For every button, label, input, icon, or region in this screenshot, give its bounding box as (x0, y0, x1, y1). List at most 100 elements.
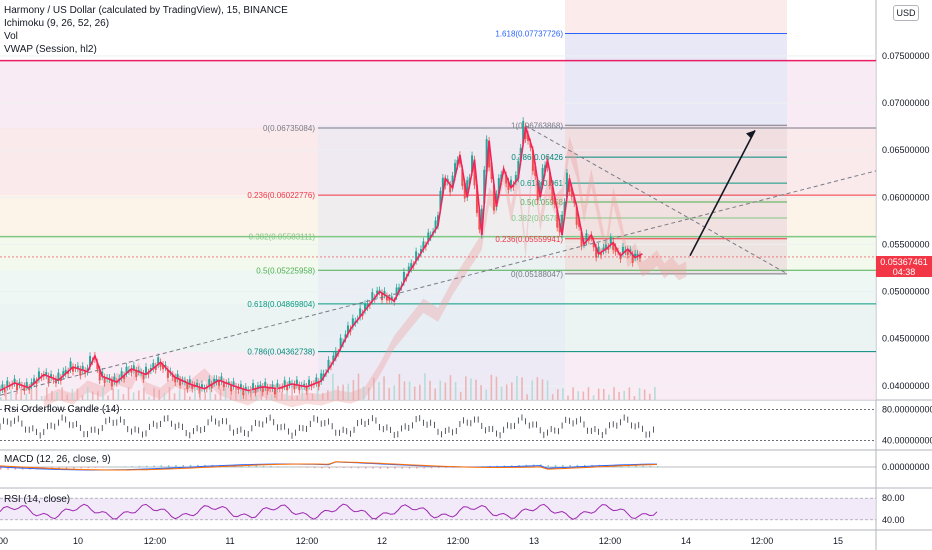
candle (539, 181, 542, 202)
candle (157, 353, 160, 369)
candle-body (371, 292, 374, 301)
volume-bar (413, 386, 416, 400)
candle (621, 243, 624, 258)
candle-body (507, 181, 510, 190)
time-tick-label: 12:00 (751, 536, 774, 546)
fib-left-label: 0.236(0.06022776) (247, 191, 315, 200)
candle-body (359, 308, 362, 317)
candle-body (597, 246, 600, 254)
currency-selector[interactable]: USD (893, 5, 919, 21)
candle (636, 250, 639, 261)
candle-body (585, 233, 588, 242)
macd-histogram-bar (167, 465, 170, 468)
candle (315, 373, 318, 387)
candle-body (37, 371, 40, 379)
candle (293, 380, 296, 394)
volume-bar (71, 388, 74, 400)
candle-body (103, 377, 106, 383)
macd-histogram-bar (248, 465, 250, 468)
volume-bar (613, 387, 615, 400)
candle-body (390, 296, 393, 300)
candle-body (3, 388, 6, 393)
candle-body (609, 237, 612, 245)
candle-body (604, 244, 607, 250)
candle (47, 372, 50, 387)
candle-body (492, 184, 495, 211)
price-tick-label: 0.07000000 (882, 98, 930, 108)
projection-arrow (689, 129, 756, 257)
candle-body (227, 381, 230, 384)
macd-legend[interactable]: MACD (12, 26, close, 9) (4, 454, 111, 465)
indicator-vol[interactable]: Vol (4, 31, 18, 42)
time-tick-label: 12:00 (447, 536, 470, 546)
macd-histogram-bar (131, 466, 133, 468)
candle (3, 384, 6, 397)
volume-bar (224, 388, 227, 400)
candle (171, 371, 174, 382)
macd-histogram-bar (423, 467, 425, 469)
volume-bar (127, 387, 130, 400)
volume-bar (45, 387, 48, 400)
macd-histogram-bar (160, 465, 163, 468)
volume-bar (122, 394, 125, 400)
candle (208, 375, 211, 390)
indicator-vwap[interactable]: VWAP (Session, hl2) (4, 44, 97, 55)
macd-tick-label: 0.00000000 (882, 462, 930, 472)
candle (213, 375, 216, 387)
macd-histogram-bar (277, 466, 279, 468)
volume-bar (281, 392, 283, 400)
candle (390, 292, 393, 304)
candle-body (488, 140, 491, 168)
candle (13, 374, 16, 387)
candle-body (478, 209, 481, 230)
candle-body (120, 371, 123, 378)
candle-body (67, 371, 70, 374)
candle-body (575, 206, 578, 225)
candle-body (346, 325, 349, 334)
volume-bar (153, 387, 155, 400)
macd-histogram-bar (365, 467, 367, 469)
volume-bar (240, 391, 242, 400)
candle (514, 171, 517, 186)
candle (568, 174, 571, 196)
volume-bar (362, 386, 365, 400)
macd-histogram-bar (430, 467, 433, 469)
macd-histogram-bar (372, 467, 374, 469)
candle-body (69, 361, 72, 370)
candle (62, 367, 65, 380)
fib-right-ext-zone (565, 33, 787, 126)
candle (179, 375, 182, 390)
indicator-ichimoku[interactable]: Ichimoku (9, 26, 52, 26) (4, 18, 110, 29)
rsi-orderflow-legend[interactable]: Rsi Orderflow Candle (14) (4, 404, 120, 415)
candle-body (385, 296, 388, 301)
candle (600, 248, 603, 260)
volume-bar (245, 391, 247, 400)
macd-histogram-bar (576, 464, 579, 468)
macd-histogram-bar (386, 467, 389, 469)
candle (634, 249, 637, 262)
volume-bar (15, 392, 17, 400)
candle-body (145, 366, 147, 375)
candle-body (45, 372, 48, 376)
rsi-tick-label: 40.00 (882, 515, 905, 525)
candle-body (237, 387, 240, 390)
macd-histogram-bar (401, 467, 403, 469)
candle-body (551, 184, 554, 201)
candle (376, 286, 379, 299)
volume-bar (183, 387, 186, 400)
volume-bar (342, 384, 344, 400)
candle-body (522, 120, 525, 144)
candle-body (298, 385, 301, 391)
macd-histogram-bar (357, 467, 360, 469)
volume-bar (194, 387, 196, 400)
rsi-legend[interactable]: RSI (14, close) (4, 494, 71, 505)
arrowhead (746, 130, 755, 139)
candle (220, 372, 223, 385)
candle-body (621, 246, 624, 254)
fib-right-label: 0.786(0.06426 (511, 153, 563, 162)
candle-body (441, 177, 444, 195)
volume-bar (214, 394, 217, 400)
candle-body (28, 387, 31, 391)
candle-body (475, 184, 478, 213)
